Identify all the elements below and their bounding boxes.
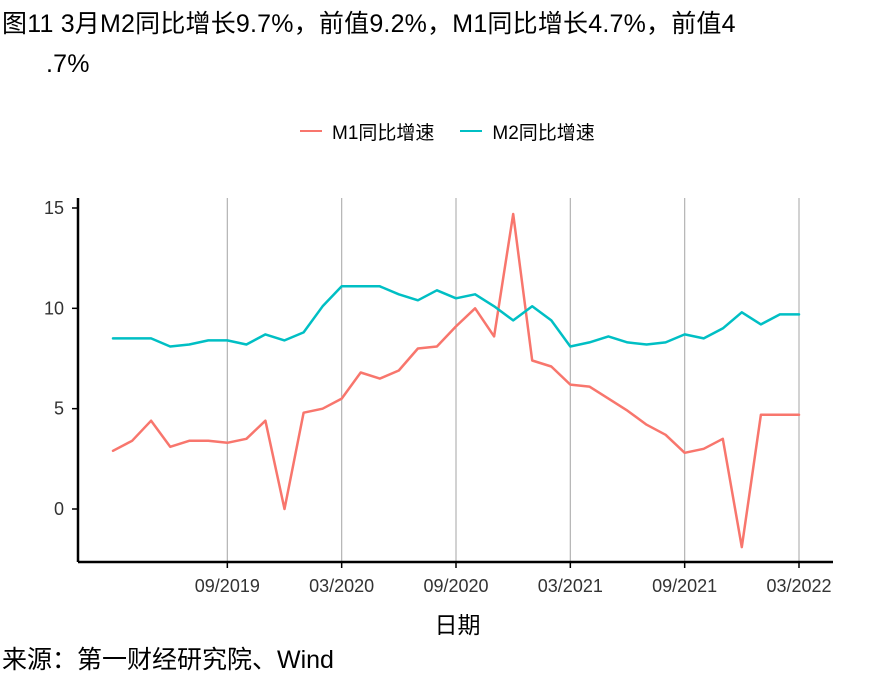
chart-title-line2: .7% xyxy=(46,50,90,78)
x-axis-title: 日期 xyxy=(434,612,481,638)
chart-title-line1: 图11 3月M2同比增长9.7%，前值9.2%，M1同比增长4.7%，前值4 xyxy=(2,10,736,38)
legend-label-m2: M2同比增速 xyxy=(492,122,595,144)
legend-swatch-m2 xyxy=(460,130,483,132)
x-tick-label: 09/2020 xyxy=(423,576,488,596)
legend-swatch-m1 xyxy=(300,130,322,132)
source-note: 来源：第一财经研究院、Wind xyxy=(2,646,334,674)
chart-title: 图11 3月M2同比增长9.7%，前值9.2%，M1同比增长4.7%，前值4 .… xyxy=(2,4,872,84)
x-tick-label: 03/2021 xyxy=(538,576,603,596)
y-tick-label: 5 xyxy=(54,399,64,419)
y-tick-label: 10 xyxy=(44,298,64,318)
x-tick-label: 03/2020 xyxy=(309,576,374,596)
x-tick-label: 09/2019 xyxy=(195,576,260,596)
legend-item-m1: M1同比增速 xyxy=(300,118,434,145)
y-tick-label: 15 xyxy=(44,198,64,218)
legend-label-m1: M1同比增速 xyxy=(332,122,435,144)
x-tick-label: 03/2022 xyxy=(766,576,831,596)
x-tick-label: 09/2021 xyxy=(652,576,717,596)
chart-legend: M1同比增速 M2同比增速 xyxy=(300,116,621,146)
legend-item-m2: M2同比增速 xyxy=(460,118,595,145)
y-tick-label: 0 xyxy=(54,499,64,519)
